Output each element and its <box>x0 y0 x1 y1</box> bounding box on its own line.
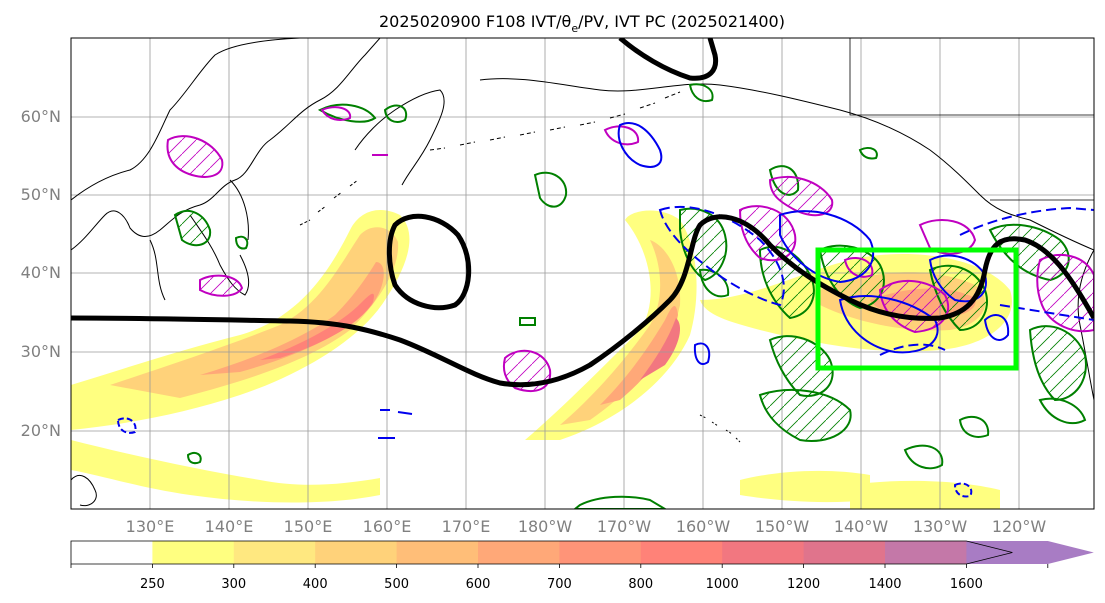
colorbar-label: 250 <box>140 577 165 592</box>
colorbar-label: 500 <box>384 577 409 592</box>
lon-label: 160°E <box>363 517 412 536</box>
highlight-box <box>815 247 1019 371</box>
lon-label: 180°W <box>518 517 573 536</box>
colorbar-label: 1600 <box>950 577 983 592</box>
philippines <box>71 475 97 507</box>
thick-contour <box>71 38 1094 388</box>
lat-label: 30°N <box>21 342 61 361</box>
colorbar-segment <box>478 541 560 564</box>
colorbar-segment <box>396 541 479 564</box>
colorbar-segment <box>803 541 886 564</box>
colorbar-segment <box>152 541 235 564</box>
kamchatka <box>354 89 445 186</box>
colorbar-segment <box>315 541 398 564</box>
lon-label: 120°W <box>992 517 1047 536</box>
lon-label: 170°E <box>442 517 491 536</box>
kuril-islands <box>299 179 359 226</box>
colorbar-segment <box>640 541 723 564</box>
lon-labels: 130°E 140°E 150°E 160°E 170°E 180°W 170°… <box>126 517 1047 536</box>
map-frame <box>70 37 1095 510</box>
lon-label: 130°W <box>913 517 968 536</box>
canada-borders <box>849 38 1094 201</box>
colorbar-label: 1000 <box>706 577 739 592</box>
lon-label: 160°W <box>676 517 731 536</box>
colorbar-label: 800 <box>628 577 653 592</box>
lon-label: 130°E <box>126 517 175 536</box>
colorbar-label: 400 <box>303 577 328 592</box>
colorbar-label: 1400 <box>868 577 901 592</box>
lat-label: 50°N <box>21 185 61 204</box>
lon-label: 140°W <box>834 517 889 536</box>
colorbar-label: 700 <box>547 577 572 592</box>
colorbar-segment <box>71 541 153 564</box>
lon-label: 140°E <box>205 517 254 536</box>
lat-label: 40°N <box>21 263 61 282</box>
aleutians <box>429 91 681 151</box>
alaska-coast <box>479 78 1094 251</box>
lat-labels: 60°N 50°N 40°N 30°N 20°N <box>21 107 61 440</box>
colorbar: 250 300 400 500 600 700 800 1000 1200 1400 1600 <box>70 540 1094 592</box>
colorbar-label: 1200 <box>787 577 820 592</box>
map-panel <box>71 38 1094 509</box>
chart-title: 2025020900 F108 IVT/θe/PV, IVT PC (20250… <box>379 12 785 35</box>
lat-label: 60°N <box>21 107 61 126</box>
colorbar-outline <box>70 540 1013 565</box>
colorbar-segment <box>885 541 967 564</box>
lat-label: 20°N <box>21 421 61 440</box>
ivt-plume-central <box>525 210 697 440</box>
colorbar-extend-arrow <box>966 541 1094 564</box>
lon-label: 170°W <box>597 517 652 536</box>
colorbar-segment <box>559 541 642 564</box>
colorbar-label: 300 <box>221 577 246 592</box>
colorbar-segment <box>233 541 316 564</box>
lon-label: 150°W <box>755 517 810 536</box>
colorbar-label: 600 <box>466 577 491 592</box>
colorbar-segment <box>722 541 805 564</box>
asia-coast <box>71 38 381 251</box>
lon-label: 150°E <box>284 517 333 536</box>
